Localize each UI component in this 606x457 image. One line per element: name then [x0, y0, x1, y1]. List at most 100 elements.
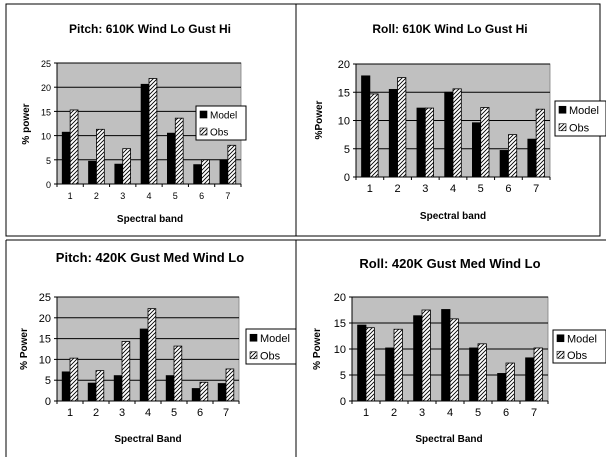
y-tick-label: 20 [334, 292, 346, 304]
y-tick-label: 15 [334, 318, 346, 330]
bars [357, 309, 543, 402]
y-tick-label: 0 [45, 396, 51, 408]
x-ticks: 1 2 3 4 5 6 7 [351, 401, 549, 419]
y-axis-label: % Power [312, 328, 323, 370]
x-tick-label: 1 [67, 407, 73, 419]
x-tick-label: 2 [395, 183, 401, 195]
y-tick-label: 5 [45, 375, 51, 387]
legend-swatch-obs [558, 123, 567, 132]
legend: Model Obs [245, 328, 297, 365]
bar-model-1 [61, 131, 71, 185]
x-tick-label: 6 [505, 183, 511, 195]
chart-title: Pitch: 610K Wind Lo Gust Hi [69, 22, 231, 36]
bar-obs-2 [393, 328, 403, 402]
legend-swatch-model [558, 105, 567, 114]
bar-model-3 [416, 107, 426, 178]
bar-model-2 [88, 160, 97, 185]
bar-obs-3 [121, 341, 131, 402]
legend-label-model: Model [567, 333, 597, 345]
bar-obs-5 [477, 343, 487, 402]
x-axis-label: Spectral band [117, 214, 183, 225]
bar-obs-2 [96, 128, 105, 185]
x-tick-label: 3 [422, 183, 428, 195]
legend-swatch-model [556, 334, 565, 343]
chart-pitch-610k: 1 2 3 4 5 6 7 0 5 10 15 20 25 Pitch: 610K Wind Lo G… [21, 22, 247, 225]
x-tick-label: 1 [367, 183, 373, 195]
bar-model-7 [525, 357, 535, 402]
legend-label-model: Model [210, 111, 237, 122]
bar-obs-4 [147, 308, 157, 402]
bar-model-4 [441, 309, 451, 402]
bar-model-6 [193, 164, 202, 185]
x-tick-label: 6 [503, 407, 509, 419]
bar-model-3 [113, 375, 123, 402]
x-tick-label: 5 [173, 191, 178, 201]
y-tick-label: 20 [39, 313, 51, 325]
bar-obs-3 [122, 148, 132, 185]
bar-model-5 [471, 122, 482, 178]
bar-model-3 [413, 315, 423, 402]
x-tick-label: 7 [223, 407, 229, 419]
x-tick-label: 4 [146, 191, 151, 201]
x-ticks: 1 2 3 4 5 6 7 [56, 184, 242, 201]
y-ticks: 0 5 10 15 20 25 [39, 292, 58, 408]
bar-model-1 [357, 324, 367, 402]
bar-model-5 [469, 347, 479, 402]
x-tick-label: 3 [419, 407, 425, 419]
x-axis-label: Spectral Band [114, 434, 181, 445]
x-tick-label: 4 [145, 407, 151, 419]
bar-model-1 [61, 371, 71, 402]
bar-obs-5 [173, 345, 183, 402]
x-tick-label: 2 [93, 407, 99, 419]
legend-label-model: Model [569, 105, 599, 117]
y-axis-label: %Power [314, 100, 325, 139]
bar-model-5 [165, 375, 175, 402]
bar-model-1 [361, 75, 371, 178]
legend-swatch-obs [556, 350, 565, 359]
bar-obs-3 [424, 107, 434, 178]
bar-model-2 [385, 347, 395, 402]
bar-obs-7 [533, 347, 543, 402]
bar-obs-1 [369, 93, 379, 178]
legend: Model Obs [195, 105, 247, 141]
y-tick-label: 15 [39, 334, 51, 346]
x-axis-label: Spectral Band [415, 434, 482, 445]
y-tick-label: 15 [41, 107, 51, 117]
bar-model-7 [527, 138, 537, 178]
bar-obs-2 [95, 370, 105, 402]
y-tick-label: 15 [338, 87, 350, 99]
bar-model-7 [219, 159, 229, 185]
bar-model-6 [497, 373, 507, 402]
legend-swatch-model [199, 110, 208, 119]
bar-model-4 [444, 91, 454, 178]
bar-obs-5 [174, 117, 184, 185]
bar-obs-2 [397, 77, 407, 178]
y-ticks: 0 5 10 15 20 [334, 292, 353, 408]
chart-roll-420k: 1 2 3 4 5 6 7 0 5 10 15 20 Roll: 420K Gust Med Win… [312, 256, 606, 445]
bar-model-6 [191, 388, 201, 402]
legend-label-obs: Obs [569, 122, 590, 134]
y-tick-label: 5 [340, 370, 346, 382]
y-tick-label: 0 [46, 180, 51, 190]
bar-obs-5 [480, 107, 490, 178]
bar-obs-4 [452, 88, 462, 178]
bars [61, 78, 237, 185]
bar-model-7 [217, 383, 227, 402]
bar-model-5 [166, 132, 176, 185]
bar-obs-1 [69, 109, 79, 185]
y-tick-label: 25 [39, 292, 51, 304]
x-tick-label: 2 [391, 407, 397, 419]
legend-swatch-model [249, 333, 258, 342]
bar-model-2 [388, 89, 398, 178]
legend-label-model: Model [260, 333, 290, 345]
x-ticks: 1 2 3 4 5 6 7 [355, 177, 551, 195]
bar-obs-6 [201, 159, 210, 185]
x-tick-label: 6 [197, 407, 203, 419]
x-tick-label: 7 [531, 407, 537, 419]
bar-obs-3 [421, 309, 431, 402]
legend-label-obs: Obs [260, 350, 281, 362]
y-tick-label: 10 [334, 344, 346, 356]
y-tick-label: 10 [39, 354, 51, 366]
x-tick-label: 4 [450, 183, 456, 195]
